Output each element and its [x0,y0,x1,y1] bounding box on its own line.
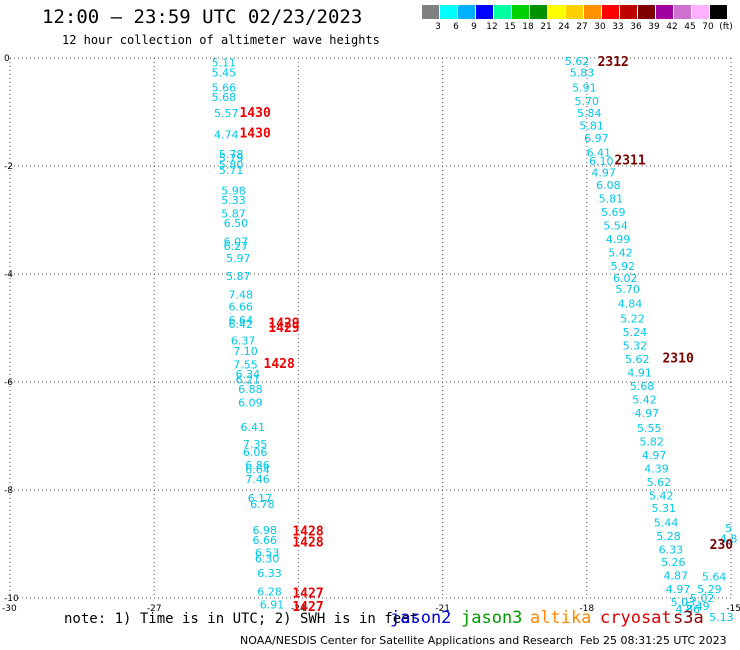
pass-time-label: 1428 [292,535,323,550]
wave-height-point: 5.71 [219,164,244,177]
y-tick-label: -6 [4,378,13,388]
wave-height-point: 5.33 [221,194,246,207]
wave-height-point: 5.62 [647,476,672,489]
footer-timestamp: Feb 25 08:31:25 UTC 2023 [580,634,727,647]
y-tick-label: -4 [4,270,13,280]
wave-height-point: 4.39 [644,462,669,475]
wave-height-point: 6.33 [257,567,282,580]
wave-height-point: 5.70 [615,283,640,296]
wave-height-point: 5.45 [212,67,237,80]
wave-height-point: 5.54 [603,219,628,232]
wave-height-point: 6.66 [253,534,278,547]
wave-height-point: 6.41 [240,421,265,434]
wave-height-point: 5.55 [637,422,662,435]
legend-altika: altika [530,608,591,628]
wave-height-point: 6.88 [238,383,263,396]
wave-height-point: 5.62 [625,353,650,366]
wave-height-point: 5.13 [709,611,734,624]
wave-height-point: 5.42 [632,393,657,406]
wave-height-point: 5.29 [697,583,722,596]
wave-height-point: 4.97 [635,407,660,420]
wave-height-point: 5.68 [630,380,655,393]
wave-height-point: 4.97 [591,166,616,179]
wave-height-point: 4.74 [214,129,239,142]
wave-height-point: 6.09 [238,397,263,410]
wave-height-point: 6.30 [255,553,280,566]
wave-height-point: 5.28 [656,530,681,543]
legend-jason3: jason3 [461,608,522,628]
pass-time-label: 2311 [614,154,645,169]
wave-height-point: 5.57 [214,107,239,120]
y-tick-label: -2 [4,162,13,172]
wave-height-point: 7.46 [245,473,270,486]
wave-height-point: 6.33 [659,543,684,556]
wave-height-point: 6.08 [596,179,621,192]
legend-jason2: jason2 [390,608,451,628]
wave-height-point: 5.64 [702,570,727,583]
pass-time-label: 1429 [268,321,299,336]
x-tick-label: -30 [2,604,17,614]
wave-height-chart: -30 -27 -24 -21 -18 -150-2-4-6-8-105.115.455.… [0,0,740,650]
pass-time-label: 1430 [239,106,270,121]
wave-height-point: 5.31 [651,502,676,515]
wave-height-point: 4.99 [606,233,631,246]
wave-height-point: 5.81 [599,192,624,205]
pass-time-label: 230 [710,538,734,553]
wave-height-point: 5.82 [639,435,664,448]
wave-height-point: 5.26 [661,556,686,569]
wave-height-point: 5.83 [570,67,595,80]
wave-height-point: 4.84 [618,298,643,311]
wave-height-point: 6.97 [584,132,609,145]
wave-height-point: 5.91 [572,82,597,95]
pass-time-label: 1430 [239,127,270,142]
wave-height-point: 5.84 [577,107,602,120]
pass-time-label: 2310 [662,352,693,367]
wave-height-point: 7.10 [233,345,258,358]
wave-height-point: 5.68 [212,91,237,104]
wave-height-point: 6.42 [228,318,253,331]
y-tick-label: 0 [4,54,10,64]
pass-time-label: 2312 [598,55,629,70]
wave-height-point: 4.97 [666,583,691,596]
wave-height-point: 4.87 [663,569,688,582]
wave-height-point: 6.28 [257,586,282,599]
wave-height-point: 6.78 [250,498,275,511]
wave-height-point: 5.42 [649,489,674,502]
wave-height-point: 5.69 [601,206,626,219]
wave-height-point: 5.81 [579,120,604,133]
footer-credit: NOAA/NESDIS Center for Satellite Applica… [240,634,573,647]
wave-height-point: 6.91 [260,598,285,611]
wave-height-point: 5.44 [654,516,679,529]
wave-height-point: 6.66 [228,300,253,313]
wave-height-point: 6.06 [243,446,268,459]
wave-height-point: 5.32 [623,339,648,352]
wave-height-point: 5.24 [623,326,648,339]
wave-height-point: 5.42 [608,246,633,259]
wave-height-point: 6.50 [224,217,249,230]
legend-s3a: s3a [673,608,704,628]
wave-height-point: 5.87 [226,270,251,283]
y-tick-label: -10 [4,594,19,604]
wave-height-point: 4.91 [627,366,652,379]
y-tick-label: -8 [4,486,13,496]
wave-height-point: 5.22 [620,312,645,325]
wave-height-point: 4.97 [642,449,667,462]
legend-cryosat: cryosat [600,608,672,628]
note-text: note: 1) Time is in UTC; 2) SWH is in fe… [64,611,418,627]
wave-height-point: 5.97 [226,252,251,265]
pass-time-label: 1428 [264,357,295,372]
